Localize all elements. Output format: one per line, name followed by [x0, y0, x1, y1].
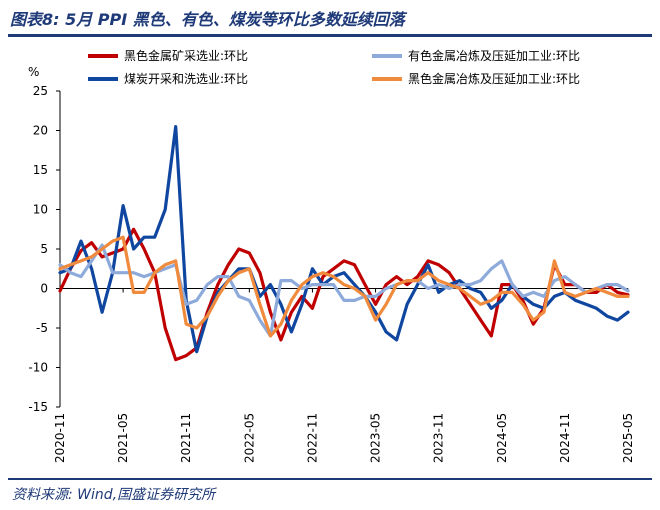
x-tick-label: 2023-11 [432, 413, 446, 463]
chart-title: 图表8: 5月 PPI 黑色、有色、煤炭等环比多数延续回落 [10, 10, 405, 29]
y-tick-label: 20 [33, 124, 48, 138]
y-axis: -15 -10 -5 0 5 10 15 20 25 [28, 84, 61, 414]
legend-label: 有色金属冶炼及压延加工业:环比 [408, 48, 580, 63]
y-tick-label: 25 [33, 84, 48, 98]
y-axis-label: % [28, 65, 39, 79]
series-line-1 [58, 125, 630, 354]
chart-series [58, 125, 630, 362]
y-tick-label: 0 [40, 282, 48, 296]
y-tick-label: 5 [40, 242, 48, 256]
series-line-3 [58, 235, 630, 338]
title-divider [8, 34, 652, 37]
x-tick-label: 2025-05 [621, 413, 635, 463]
x-tick-label: 2020-11 [53, 413, 67, 463]
footer-divider [8, 478, 652, 480]
x-tick-label: 2024-11 [558, 413, 572, 463]
x-tick-label: 2022-11 [305, 413, 319, 463]
y-tick-label: -10 [28, 361, 48, 375]
x-tick-label: 2022-05 [242, 413, 256, 463]
x-axis: 2020-11 2021-05 2021-11 2022-05 2022-11 2023-… [53, 288, 635, 463]
y-tick-label: 15 [33, 163, 48, 177]
x-tick-label: 2024-05 [495, 413, 509, 463]
y-tick-label: 10 [33, 203, 48, 217]
x-tick-label: 2021-11 [179, 413, 193, 463]
legend-label: 黑色金属矿采选业:环比 [124, 48, 248, 63]
legend-label: 煤炭开采和洗选业:环比 [124, 72, 248, 86]
source-note: 资料来源: Wind,国盛证券研究所 [12, 487, 216, 503]
y-tick-label: -15 [28, 400, 48, 414]
x-tick-label: 2021-05 [116, 413, 130, 463]
y-tick-label: -5 [36, 321, 48, 335]
x-tick-label: 2023-05 [369, 413, 383, 463]
legend-label: 黑色金属冶炼及压延加工业:环比 [408, 71, 580, 86]
